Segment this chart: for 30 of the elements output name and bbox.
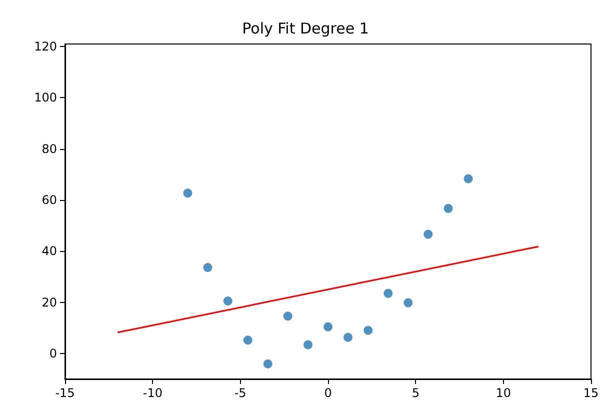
- point: [464, 174, 473, 184]
- x-tick-label: 0: [324, 386, 332, 400]
- x-tick-label: -10: [142, 386, 162, 400]
- y-tick-label: 40: [42, 244, 57, 258]
- point: [223, 296, 232, 306]
- point: [444, 204, 453, 213]
- point: [203, 263, 212, 272]
- y-tick-label: 120: [34, 40, 57, 54]
- y-tick-label: 80: [42, 142, 57, 156]
- x-tick-label: 5: [412, 386, 420, 400]
- chart-title: Poly Fit Degree 1: [242, 20, 369, 38]
- y-tick-label: 100: [34, 90, 57, 105]
- point: [384, 288, 393, 298]
- y-tick-label: 20: [42, 295, 57, 310]
- x-tick-label: 10: [496, 386, 511, 400]
- y-tick-label: 0: [49, 346, 57, 360]
- x-tick-label: -5: [234, 386, 246, 400]
- point: [343, 332, 352, 342]
- y-tick-label: 60: [42, 192, 57, 207]
- point: [304, 340, 313, 350]
- point: [183, 188, 192, 198]
- point: [243, 336, 252, 345]
- x-tick-label: -15: [55, 386, 75, 400]
- point: [424, 230, 433, 239]
- point: [263, 359, 272, 368]
- point: [364, 326, 373, 335]
- point: [324, 322, 332, 332]
- point: [404, 298, 413, 308]
- point: [283, 312, 292, 321]
- x-tick-label: 15: [583, 386, 599, 400]
